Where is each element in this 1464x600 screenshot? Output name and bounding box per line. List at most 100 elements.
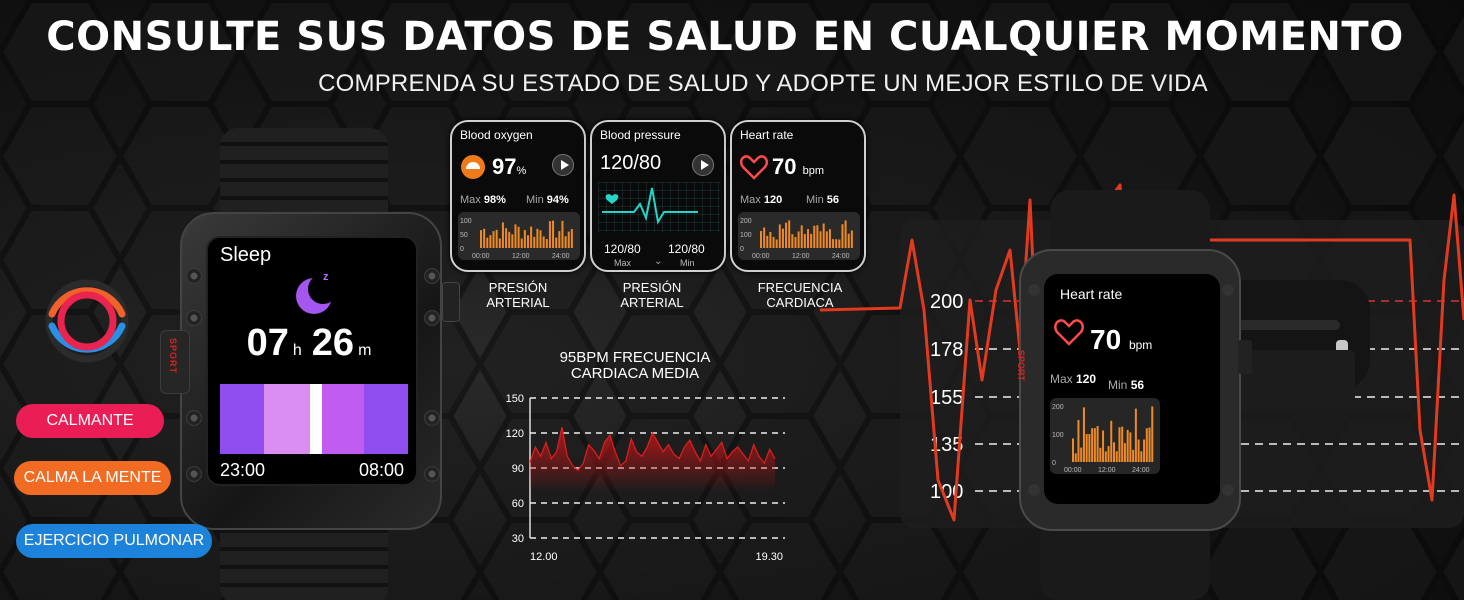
screw-icon — [186, 466, 202, 482]
screw-icon — [424, 268, 440, 284]
histogram-bar — [1126, 429, 1129, 462]
histogram-bar — [555, 237, 558, 248]
histogram-bar — [1134, 408, 1137, 462]
watch-crown[interactable] — [442, 282, 460, 322]
mode-ejercicio-pulmonar-button[interactable]: EJERCICIO PULMONAR — [16, 524, 212, 558]
histogram-bar — [1110, 420, 1113, 462]
mode-calma-la-mente-button[interactable]: CALMA LA MENTE — [14, 461, 171, 495]
y-tick-label: 0 — [460, 246, 464, 253]
watch-screen: Sleep z 07 h 26 m 23:00 08:00 — [206, 236, 418, 486]
histogram-bar — [819, 231, 822, 248]
histogram-bar — [785, 222, 788, 248]
min-label: Min — [680, 258, 695, 268]
screen-title: Sleep — [220, 244, 272, 266]
y-tick-label: 0 — [740, 246, 744, 253]
histogram-bar — [558, 231, 561, 248]
chevron-down-icon[interactable]: ⌄ — [654, 256, 663, 267]
histogram-bar — [838, 239, 841, 248]
heart-icon — [1054, 319, 1084, 346]
x-tick-label: 12:00 — [1098, 467, 1116, 474]
histogram-bar — [772, 236, 775, 248]
activity-rings-icon — [45, 279, 129, 363]
histogram-bar — [850, 230, 853, 248]
histogram-bar — [813, 225, 816, 248]
y-tick-label: 30 — [512, 533, 524, 545]
heart-rate-card: Heart rate 70 bpm Max 120 Min 56 200 100 0… — [730, 120, 866, 272]
oxygen-value: 97% — [492, 154, 527, 179]
mode-calmante-button[interactable]: CALMANTE — [16, 404, 164, 438]
histogram-bar — [523, 230, 526, 248]
x-tick-label: 00:00 — [1064, 467, 1082, 474]
histogram-bar — [822, 223, 825, 248]
y-tick-label: 200 — [740, 218, 752, 225]
histogram-bar — [480, 230, 482, 248]
histogram-bar — [1104, 451, 1107, 462]
histogram-bar — [1113, 442, 1115, 462]
y-tick-label: 60 — [512, 498, 524, 510]
hours-unit: h — [292, 342, 302, 359]
moon-icon — [296, 274, 338, 314]
histogram-bar — [791, 234, 794, 248]
histogram-bar — [769, 231, 772, 248]
histogram-bar — [508, 231, 511, 248]
histogram-bar — [1080, 447, 1083, 462]
min-readout: Min 56 — [806, 194, 840, 206]
x-tick-label: 24:00 — [552, 253, 570, 260]
x-tick-label: 00:00 — [472, 253, 490, 260]
histogram-bar — [832, 239, 835, 248]
histogram-bar — [763, 227, 766, 248]
min-readout: Min 94% — [526, 194, 569, 206]
histogram-bar — [567, 231, 570, 248]
screw-icon — [424, 310, 440, 326]
sleep-stage-segment — [264, 384, 310, 454]
card-caption: FRECUENCIA CARDIACA — [757, 280, 843, 310]
y-tick-label: 90 — [512, 463, 524, 475]
screw-icon — [424, 410, 440, 426]
histogram-bar — [807, 229, 809, 248]
max-readout: Max 120 — [740, 194, 783, 206]
histogram-bar — [781, 228, 784, 248]
histogram-bar — [1102, 430, 1105, 462]
y-tick-label: 200 — [1052, 404, 1064, 411]
play-icon[interactable] — [552, 154, 574, 176]
sleep-minutes: 26 — [311, 322, 355, 364]
histogram-bar — [489, 235, 492, 248]
subheadline: COMPRENDA SU ESTADO DE SALUD Y ADOPTE UN… — [318, 70, 1208, 97]
sun-icon — [461, 155, 485, 179]
sleep-hours: 07 — [246, 322, 289, 364]
scale-label: 178 — [930, 339, 963, 361]
histogram-bar — [483, 228, 486, 248]
oxygen-histogram: 100 50 0 00:00 12:00 24:00 — [458, 212, 580, 260]
histogram-bar — [794, 236, 797, 248]
histogram-bar — [542, 236, 545, 248]
left-watch: SPORT Sleep z 07 h 26 m 23:00 08:00 — [160, 120, 460, 600]
blood-oxygen-card: Blood oxygen 97% Max 98% Min 94% 100 50 0 0… — [450, 120, 586, 272]
max-pressure: 120/80 — [604, 242, 641, 256]
histogram-bar — [797, 231, 800, 248]
histogram-bar — [548, 221, 551, 248]
sleep-stage-segment — [364, 384, 408, 454]
histogram-bar — [766, 235, 769, 248]
histogram-bar — [775, 239, 778, 248]
card-title: Blood pressure — [600, 128, 681, 142]
histogram-bar — [492, 231, 495, 248]
histogram-bar — [530, 226, 533, 248]
x-tick-label: 12.00 — [530, 551, 558, 563]
x-tick-label: 12:00 — [512, 253, 530, 260]
histogram-bar — [1093, 428, 1096, 462]
histogram-bar — [800, 225, 803, 248]
histogram-bar — [1074, 453, 1077, 462]
max-label: Max — [614, 258, 632, 268]
histogram-bar — [564, 236, 567, 248]
histogram-bar — [527, 235, 529, 248]
histogram-bar — [570, 228, 573, 248]
play-icon[interactable] — [692, 154, 714, 176]
histogram-bar — [498, 238, 501, 248]
screw-icon — [186, 268, 202, 284]
histogram-bar — [517, 226, 520, 248]
histogram-bar — [561, 220, 564, 248]
histogram-bar — [486, 237, 489, 248]
y-tick-label: 120 — [506, 428, 524, 440]
histogram-bar — [1151, 406, 1154, 462]
sport-label: SPORT — [168, 338, 178, 375]
